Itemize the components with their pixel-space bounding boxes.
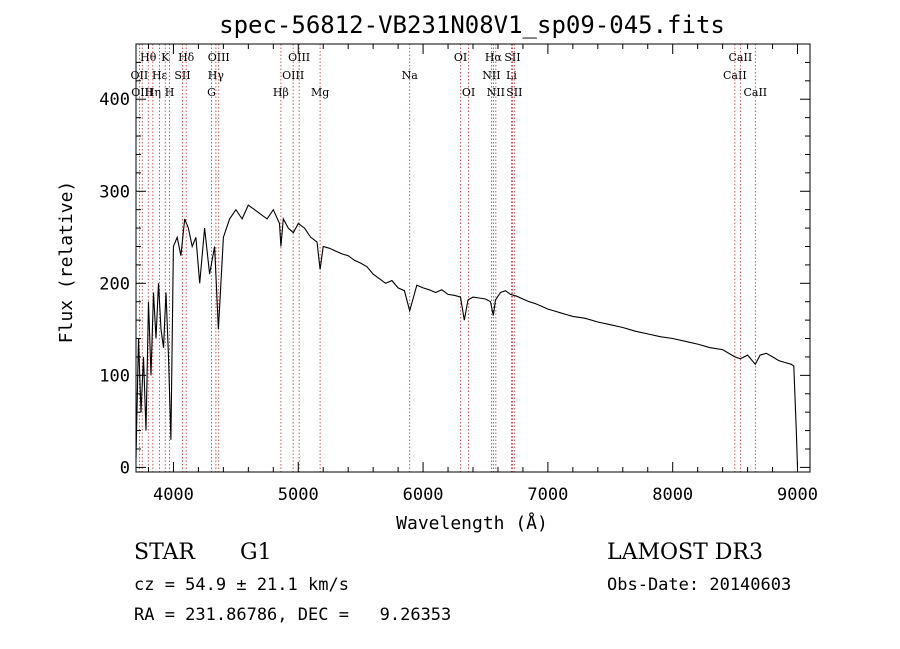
spectral-line-markers [138, 44, 756, 472]
marker-label-13: OIII [288, 51, 310, 64]
marker-label-21: NII [487, 86, 505, 99]
marker-label-16: Na [402, 69, 419, 82]
marker-label-15: Mg [311, 86, 329, 99]
spectral-line-labels: Hθ OII OIII K Hε Hη H Hδ SII OIII Hγ G Hβ OIII OIII Mg N… [131, 51, 768, 99]
marker-label-1: OII [131, 69, 149, 82]
chart-title: spec-56812-VB231N08V1_sp09-045.fits [219, 11, 725, 39]
marker-label-14: OIII [282, 69, 304, 82]
marker-label-18: OI [462, 86, 475, 99]
object-subclass: G1 [240, 540, 272, 565]
x-axis-label: Wavelength (Å) [396, 512, 548, 534]
marker-label-26: CaII [723, 69, 747, 82]
y-tick-label-3: 300 [99, 182, 130, 202]
plot-frame [135, 43, 811, 473]
marker-label-17: OI [454, 51, 467, 64]
marker-label-25: CaII [729, 51, 753, 64]
survey-name: LAMOST DR3 [607, 540, 763, 565]
marker-label-19: Hα [485, 51, 503, 64]
object-class: STAR [134, 540, 196, 565]
marker-label-3: K [161, 51, 170, 64]
marker-label-8: SII [174, 69, 190, 82]
x-tick-label-2: 6000 [403, 485, 444, 505]
marker-label-9: OIII [208, 51, 230, 64]
y-axis-label: Flux (relative) [56, 181, 77, 344]
x-tick-label-1: 5000 [278, 485, 319, 505]
x-axis-ticks: 4000 5000 6000 7000 8000 9000 [147, 44, 818, 505]
obs-date-text: Obs-Date: 20140603 [607, 575, 791, 595]
y-tick-label-0: 0 [120, 458, 130, 478]
y-tick-label-1: 100 [99, 366, 130, 386]
marker-label-4: Hε [152, 69, 168, 82]
y-axis-ticks: 0 100 200 300 400 [99, 61, 810, 478]
x-tick-label-5: 9000 [777, 485, 818, 505]
marker-label-10: Hγ [208, 69, 225, 82]
coordinates-text: RA = 231.86786, DEC = 9.26353 [134, 605, 451, 625]
marker-label-11: G [207, 86, 216, 99]
marker-label-5: Hη [145, 86, 161, 99]
marker-label-23: Li [506, 69, 517, 82]
y-tick-label-2: 200 [99, 274, 130, 294]
marker-label-22: SII [504, 51, 520, 64]
y-tick-label-4: 400 [99, 90, 130, 110]
marker-label-24: SII [506, 86, 522, 99]
x-tick-label-4: 8000 [652, 485, 693, 505]
marker-label-27: CaII [743, 86, 767, 99]
marker-label-7: Hδ [178, 51, 195, 64]
marker-label-6: H [165, 86, 175, 99]
marker-label-20: NII [482, 69, 500, 82]
x-tick-label-3: 7000 [527, 485, 568, 505]
marker-label-2: OIII [131, 86, 153, 99]
x-tick-label-0: 4000 [153, 485, 194, 505]
marker-label-12: Hβ [273, 86, 289, 99]
spectrum-series-line [135, 204, 799, 468]
redshift-text: cz = 54.9 ± 21.1 km/s [134, 575, 349, 595]
marker-label-0: Hθ [140, 51, 157, 64]
